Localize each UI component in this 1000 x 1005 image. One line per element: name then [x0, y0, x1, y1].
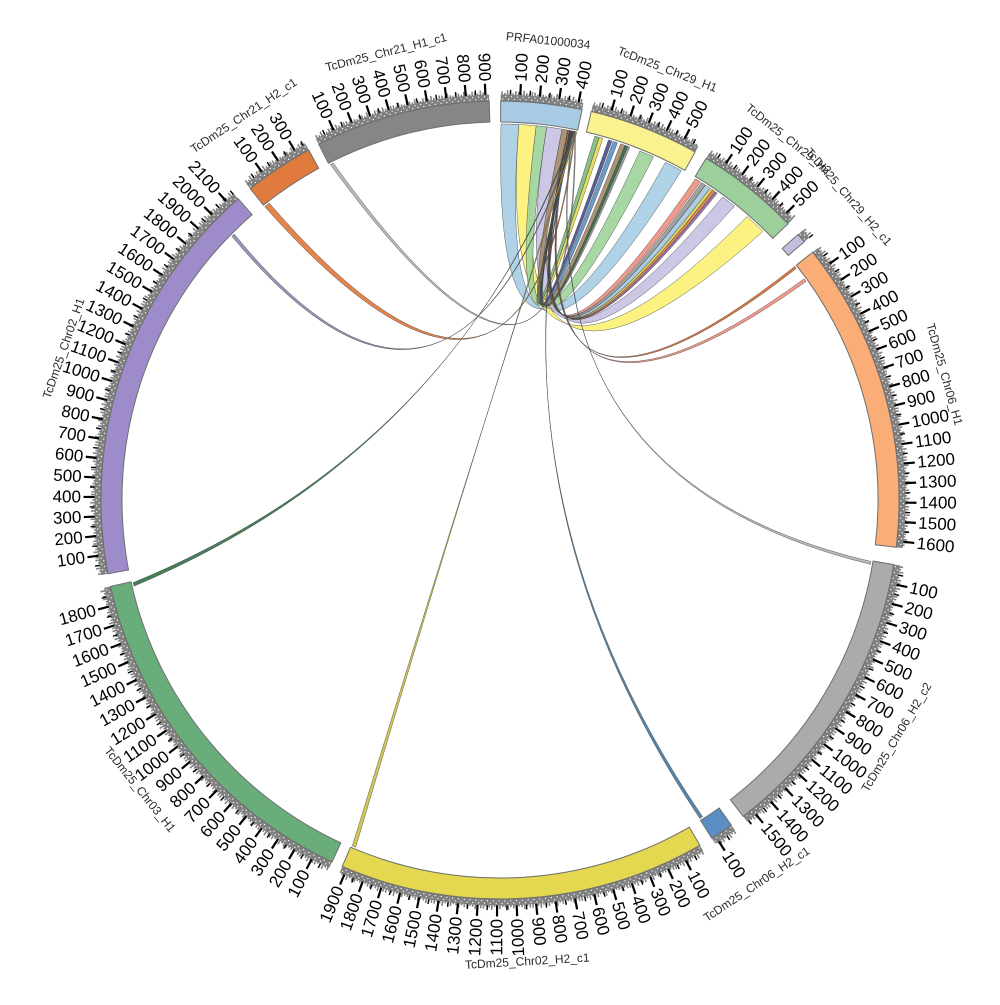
svg-text:1200: 1200 — [916, 449, 955, 471]
svg-text:300: 300 — [552, 56, 575, 87]
svg-text:1500: 1500 — [918, 514, 957, 535]
svg-text:200: 200 — [532, 54, 554, 84]
svg-text:1600: 1600 — [916, 534, 956, 557]
svg-text:200: 200 — [54, 528, 84, 549]
svg-text:100: 100 — [56, 548, 87, 571]
svg-text:500: 500 — [53, 466, 82, 487]
svg-text:900: 900 — [474, 53, 494, 82]
svg-text:900: 900 — [528, 916, 549, 946]
svg-text:800: 800 — [548, 914, 571, 945]
svg-text:600: 600 — [410, 58, 434, 89]
svg-text:1300: 1300 — [918, 471, 957, 492]
svg-text:1100: 1100 — [487, 919, 506, 956]
svg-text:100: 100 — [511, 53, 531, 82]
svg-text:800: 800 — [453, 53, 474, 83]
svg-text:1100: 1100 — [914, 428, 953, 452]
svg-text:300: 300 — [53, 508, 82, 528]
svg-text:1200: 1200 — [465, 918, 486, 957]
svg-text:400: 400 — [53, 487, 82, 506]
svg-text:600: 600 — [54, 444, 84, 466]
svg-text:700: 700 — [568, 910, 592, 941]
svg-text:700: 700 — [56, 423, 87, 446]
svg-text:700: 700 — [431, 55, 454, 86]
svg-text:1000: 1000 — [508, 918, 529, 957]
svg-text:1400: 1400 — [919, 493, 957, 512]
svg-text:1300: 1300 — [443, 916, 466, 956]
